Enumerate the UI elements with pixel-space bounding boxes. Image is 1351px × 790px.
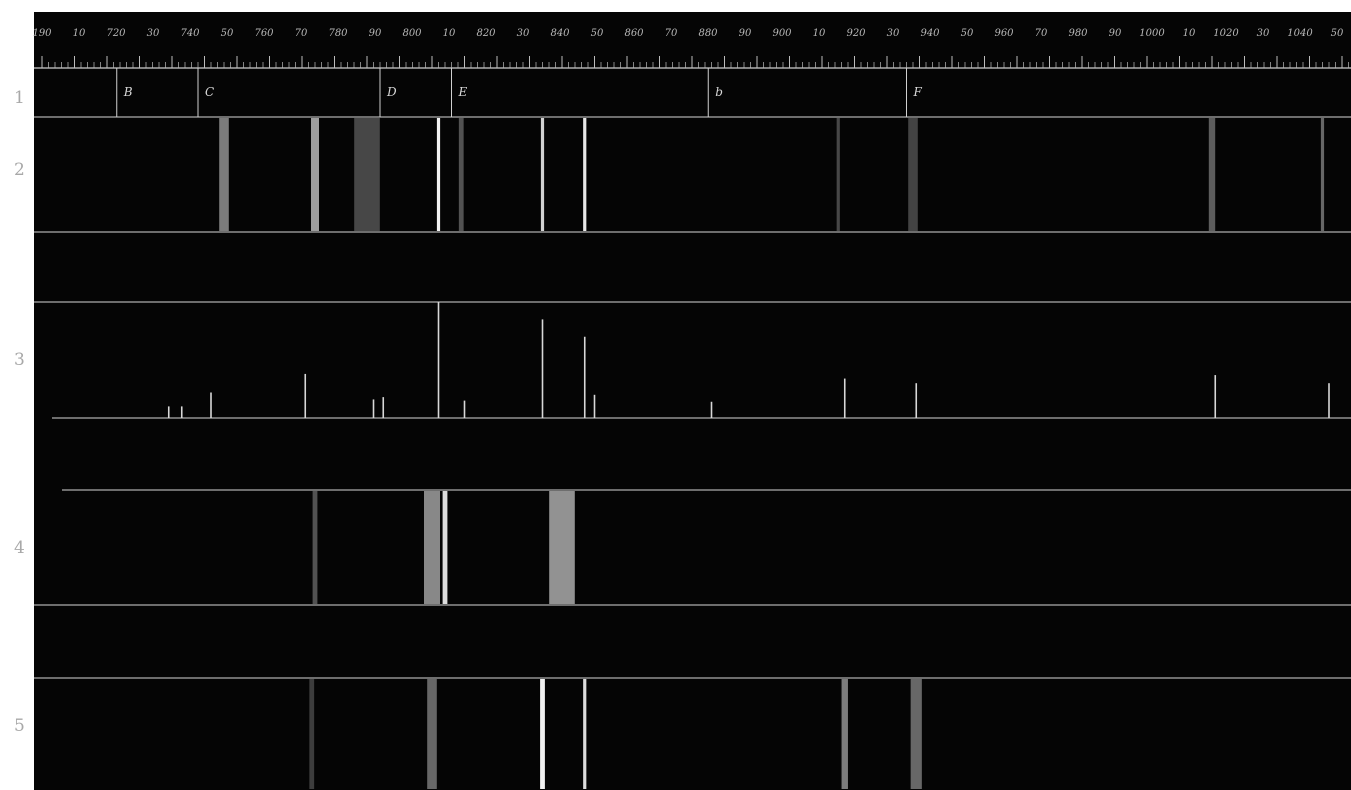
- scale-label: 70: [1035, 28, 1048, 39]
- scale-label: 840: [550, 28, 570, 39]
- scale-label: 940: [920, 28, 940, 39]
- wavelength-scale: 190 10 720 30 740 50 760 70 780 90 800 10 820 30 840 50…: [32, 28, 1351, 69]
- scale-label: 50: [591, 28, 604, 39]
- scale-label: 70: [665, 28, 678, 39]
- emission-band-row-5: [910, 679, 922, 789]
- emission-band-row-5: [583, 679, 587, 789]
- fraunhofer-line-row: BCDEbFG: [116, 68, 923, 117]
- scale-label: 10: [443, 28, 456, 39]
- row-number-5: 5: [14, 716, 25, 736]
- scale-label: 90: [369, 28, 382, 39]
- scale-label: 740: [180, 28, 200, 39]
- scale-label: 90: [1109, 28, 1122, 39]
- scale-label: 880: [698, 28, 718, 39]
- emission-band-row-5: [841, 679, 848, 789]
- scale-label: 900: [772, 28, 792, 39]
- scale-label: 780: [328, 28, 348, 39]
- emission-band-row-2: [1208, 118, 1216, 231]
- scale-label: 50: [1331, 28, 1344, 39]
- scale-label: 820: [476, 28, 496, 39]
- emission-band-row-4: [424, 491, 440, 604]
- scale-label: 30: [517, 28, 530, 39]
- scale-label: 90: [739, 28, 752, 39]
- plate-background: [34, 12, 1351, 790]
- spectra-rows: [167, 118, 1330, 789]
- scale-label: 10: [73, 28, 86, 39]
- fraunhofer-label-D: D: [386, 85, 397, 99]
- row-dividers: [34, 116, 1351, 679]
- scale-label: 720: [106, 28, 126, 39]
- scale-label: 980: [1068, 28, 1088, 39]
- emission-band-row-4: [442, 491, 448, 604]
- scale-label: 70: [295, 28, 308, 39]
- fraunhofer-label-E: E: [458, 85, 468, 99]
- emission-band-row-4: [549, 491, 575, 604]
- emission-band-row-2: [908, 118, 918, 231]
- emission-band-row-2: [583, 118, 587, 231]
- scale-label: 30: [1257, 28, 1270, 39]
- scale-label: 10: [813, 28, 826, 39]
- emission-band-row-5: [309, 679, 315, 789]
- emission-band-row-2: [458, 118, 464, 231]
- fraunhofer-label-C: C: [205, 85, 214, 99]
- emission-band-row-2: [219, 118, 229, 231]
- emission-band-row-5: [540, 679, 545, 789]
- scale-label: 920: [846, 28, 866, 39]
- row-number-3: 3: [14, 350, 25, 370]
- fraunhofer-label-B: B: [123, 85, 133, 99]
- fraunhofer-label-F: F: [913, 85, 923, 99]
- scale-label: 50: [961, 28, 974, 39]
- emission-band-row-2: [836, 118, 840, 231]
- scale-label: 30: [887, 28, 900, 39]
- emission-band-row-2: [311, 118, 319, 231]
- emission-band-row-2: [1320, 118, 1325, 231]
- row-number-2: 2: [14, 160, 25, 180]
- scale-label: 760: [254, 28, 274, 39]
- row-number-1: 1: [14, 88, 25, 108]
- fraunhofer-label-b: b: [715, 85, 723, 99]
- scale-label: 190: [32, 28, 52, 39]
- emission-band-row-2: [540, 118, 545, 231]
- scale-label: 1000: [1139, 28, 1165, 39]
- emission-band-row-2: [436, 118, 441, 231]
- scale-label: 860: [624, 28, 644, 39]
- scale-label: 800: [402, 28, 422, 39]
- scale-label: 1040: [1287, 28, 1313, 39]
- scale-label: 1020: [1213, 28, 1239, 39]
- emission-band-row-2: [354, 118, 380, 231]
- scale-label: 960: [994, 28, 1014, 39]
- emission-band-row-5: [427, 679, 437, 789]
- scale-label: 10: [1183, 28, 1196, 39]
- emission-band-row-4: [312, 491, 318, 604]
- scale-label: 50: [221, 28, 234, 39]
- row-number-4: 4: [14, 538, 25, 558]
- scale-label: 30: [147, 28, 160, 39]
